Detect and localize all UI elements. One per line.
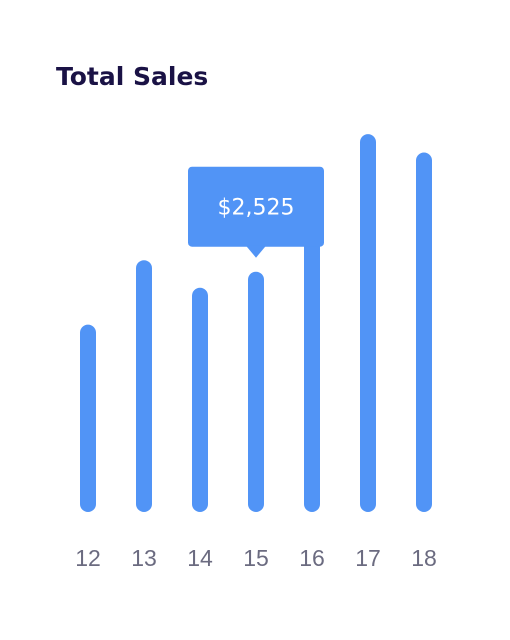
tooltip-arrow (246, 245, 266, 258)
bar-16[interactable] (304, 212, 320, 513)
x-tick-label: 16 (299, 545, 325, 571)
bar-17[interactable] (360, 134, 376, 512)
x-tick-label: 18 (411, 545, 437, 571)
tooltip-value-label: $2,525 (218, 196, 295, 221)
x-tick-label: 17 (355, 545, 381, 571)
bar-12[interactable] (80, 324, 96, 512)
x-tick-label: 12 (75, 545, 101, 571)
x-tick-label: 14 (187, 545, 213, 571)
bar-14[interactable] (192, 287, 208, 512)
x-tick-label: 15 (243, 545, 269, 571)
bar-13[interactable] (136, 260, 152, 512)
bar-15[interactable] (248, 271, 264, 512)
bar-18[interactable] (416, 152, 432, 512)
tooltip-box (188, 166, 324, 247)
x-tick-label: 13 (131, 545, 157, 571)
chart-title: Total Sales (56, 62, 209, 91)
value-tooltip: $2,525 (188, 166, 324, 258)
